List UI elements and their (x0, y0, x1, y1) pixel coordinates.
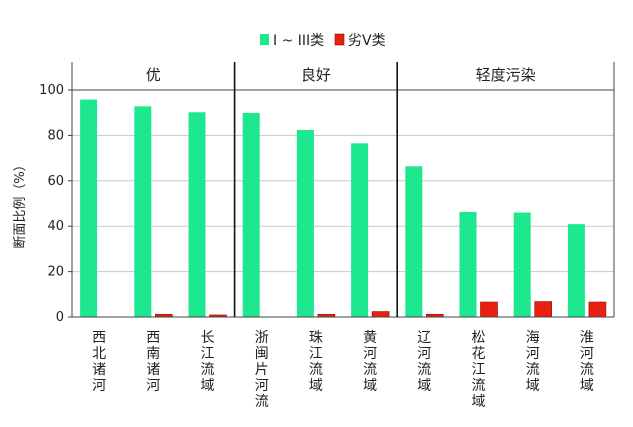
bar-grade-1-3 (513, 212, 531, 317)
y-tick-label: 20 (47, 265, 64, 280)
y-tick-label: 0 (56, 310, 64, 325)
bar-grade-1-3 (351, 143, 369, 317)
y-tick-label: 60 (47, 174, 64, 189)
group-label: 轻度污染 (476, 66, 536, 84)
category-label: 珠江流域 (309, 330, 323, 394)
bar-grade-worse-5 (371, 311, 390, 318)
category-label: 辽河流域 (417, 330, 431, 394)
bar-grade-1-3 (80, 99, 98, 317)
bar-grade-1-3 (405, 166, 423, 317)
bar-grade-1-3 (134, 106, 152, 318)
grid-lines (72, 89, 614, 273)
bar-grade-1-3 (459, 211, 477, 317)
bar-grade-1-3 (296, 129, 314, 317)
category-label: 浙闽片河流 (255, 330, 269, 410)
bar-grade-1-3 (242, 112, 260, 317)
category-label: 松花江流域 (472, 330, 486, 410)
group-labels: 优 良好 轻度污染 (71, 62, 615, 317)
y-axis-label: 断面比例（%） (13, 158, 28, 248)
category-label: 西北诸河 (92, 330, 106, 394)
group-label: 优 (146, 66, 161, 84)
legend: I ~ III类 劣V类 (260, 33, 386, 49)
legend-label-grade-1-3: I ~ III类 (273, 33, 324, 49)
category-label: 海河流域 (526, 330, 540, 394)
legend-swatch-grade-1-3 (260, 34, 269, 45)
bar-grade-1-3 (188, 112, 206, 317)
category-label: 长江流域 (201, 330, 215, 394)
y-tick-label: 40 (47, 219, 64, 234)
category-label: 黄河流域 (363, 329, 377, 394)
legend-label-grade-worse-5: 劣V类 (348, 33, 386, 49)
bar-grade-worse-5 (588, 301, 607, 318)
group-label: 良好 (301, 66, 331, 84)
axes: 0 20 40 60 80 100 西北诸河 西南诸河 长江流域 浙闽片河流 珠江流域 黄河流域 辽河流… (39, 83, 615, 410)
category-label: 西南诸河 (146, 330, 160, 394)
bars (80, 99, 607, 318)
bar-grade-worse-5 (534, 301, 553, 318)
bar-grade-1-3 (567, 224, 585, 317)
category-label: 淮河流域 (580, 330, 594, 394)
legend-swatch-grade-worse-5 (334, 33, 345, 46)
y-tick-label: 100 (39, 83, 64, 98)
bar-grade-worse-5 (480, 301, 498, 318)
y-tick-label: 80 (47, 128, 64, 143)
